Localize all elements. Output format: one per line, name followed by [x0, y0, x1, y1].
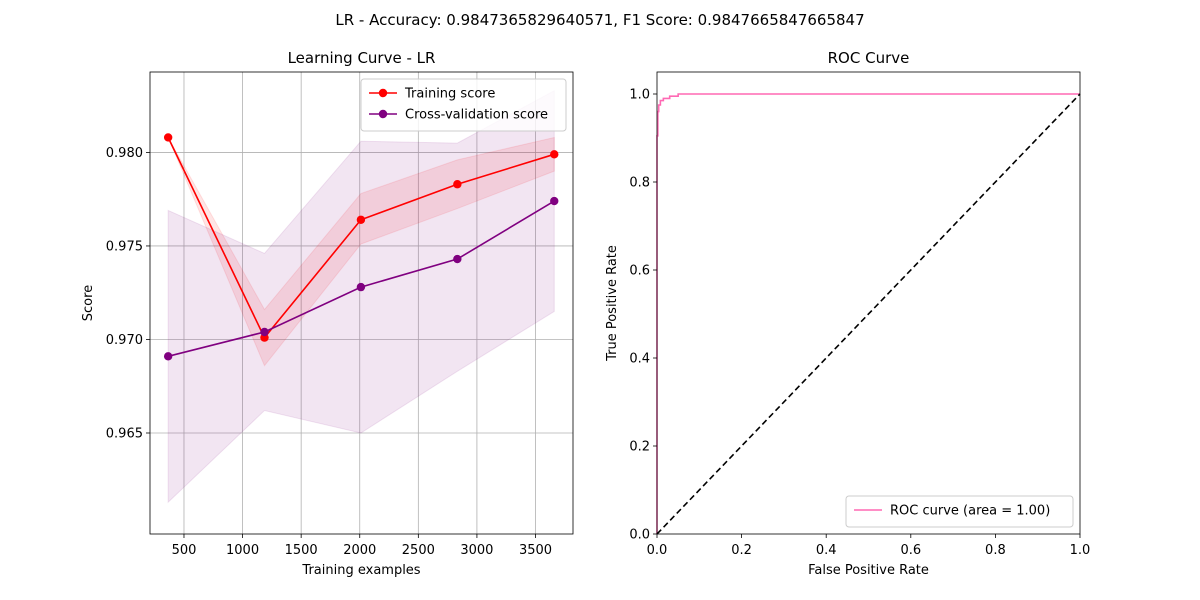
roc-curve-series-line-1: [656, 93, 1081, 535]
learning-curve-y-tick-label: 0.970: [106, 333, 143, 348]
roc-curve-y-tick-label: 0.8: [629, 176, 650, 191]
learning-curve-y-tick-label: 0.975: [106, 239, 143, 254]
roc-curve-y-tick-label: 0.2: [629, 440, 650, 455]
learning-curve-y-axis-label: Score: [81, 285, 96, 321]
roc-curve-panel: 0.0 0.2 0.4 0.6 0.8 1.0 0.0 0.2 0.4 0.6 0.8 1.0 ROC …: [605, 49, 1090, 578]
learning-curve-point-0-4: [550, 150, 559, 159]
learning-curve-point-1-4: [550, 196, 559, 206]
roc-curve-y-tick-label: 0.4: [629, 352, 650, 367]
learning-curve-x-tick-label: 2500: [402, 543, 435, 558]
learning-curve-x-tick-label: 1000: [226, 543, 259, 558]
roc-curve-x-tick-label: 0.4: [816, 543, 837, 558]
roc-curve-title: ROC Curve: [828, 49, 910, 67]
roc-curve-plot-frame: [656, 71, 1081, 535]
learning-curve-x-axis-label: Training examples: [301, 563, 420, 578]
learning-curve-legend-frame: [360, 78, 567, 132]
roc-curve-y-tick-label: 0.0: [629, 528, 650, 543]
learning-curve-x-tick-label: 1500: [285, 543, 318, 558]
learning-curve-point-1-1: [260, 327, 269, 337]
learning-curve-y-tick-label: 0.980: [106, 146, 143, 161]
roc-curve-x-tick-label: 0.2: [731, 543, 752, 558]
learning-curve-panel: 500 1000 1500 2000 2500 3000 3500 0.965 0.970 0.9…: [81, 49, 574, 578]
roc-curve-legend-frame: [845, 495, 1074, 528]
roc-curve-x-axis-label: False Positive Rate: [808, 563, 929, 578]
learning-curve-legend: Training score Cross-validation score: [360, 78, 567, 132]
learning-curve-legend-marker: [378, 109, 388, 119]
roc-curve-legend: ROC curve (area = 1.00): [845, 495, 1074, 528]
roc-curve-legend-label: ROC curve (area = 1.00): [890, 504, 1050, 519]
figure-suptitle: LR - Accuracy: 0.9847365829640571, F1 Sc…: [335, 11, 864, 29]
learning-curve-point-1-2: [356, 282, 366, 292]
roc-curve-x-tick-label: 0.0: [647, 543, 668, 558]
roc-curve-x-tick-label: 0.8: [985, 543, 1006, 558]
roc-curve-x-tick-label: 0.6: [900, 543, 921, 558]
learning-curve-x-tick-label: 3000: [460, 543, 493, 558]
learning-curve-point-0-0: [163, 133, 173, 142]
learning-curve-point-0-2: [356, 215, 366, 224]
learning-curve-point-0-3: [453, 180, 462, 189]
learning-curve-x-tick-label: 2000: [343, 543, 376, 558]
roc-curve-y-tick-label: 0.6: [629, 264, 650, 279]
learning-curve-point-1-0: [163, 352, 173, 361]
roc-curve-x-tick-label: 1.0: [1070, 543, 1091, 558]
learning-curve-title: Learning Curve - LR: [288, 49, 436, 67]
roc-curve-y-tick-label: 1.0: [629, 88, 650, 103]
learning-curve-x-tick-label: 500: [172, 543, 197, 558]
learning-curve-legend-label: Cross-validation score: [405, 108, 548, 123]
learning-curve-legend-marker: [378, 88, 388, 98]
learning-curve-legend-label: Training score: [404, 87, 495, 102]
learning-curve-band-1: [167, 89, 555, 504]
learning-curve-x-tick-label: 3500: [519, 543, 552, 558]
learning-curve-point-1-3: [453, 254, 462, 264]
roc-curve-series-line-0: [656, 93, 1080, 534]
learning-curve-plot-frame: [149, 71, 574, 535]
roc-curve-y-axis-label: True Positive Rate: [605, 245, 620, 362]
learning-curve-y-tick-label: 0.965: [106, 426, 143, 441]
